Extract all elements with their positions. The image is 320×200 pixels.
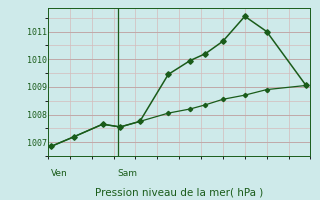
Text: Sam: Sam — [117, 168, 138, 178]
X-axis label: Pression niveau de la mer( hPa ): Pression niveau de la mer( hPa ) — [95, 187, 263, 197]
Text: Ven: Ven — [51, 168, 68, 178]
